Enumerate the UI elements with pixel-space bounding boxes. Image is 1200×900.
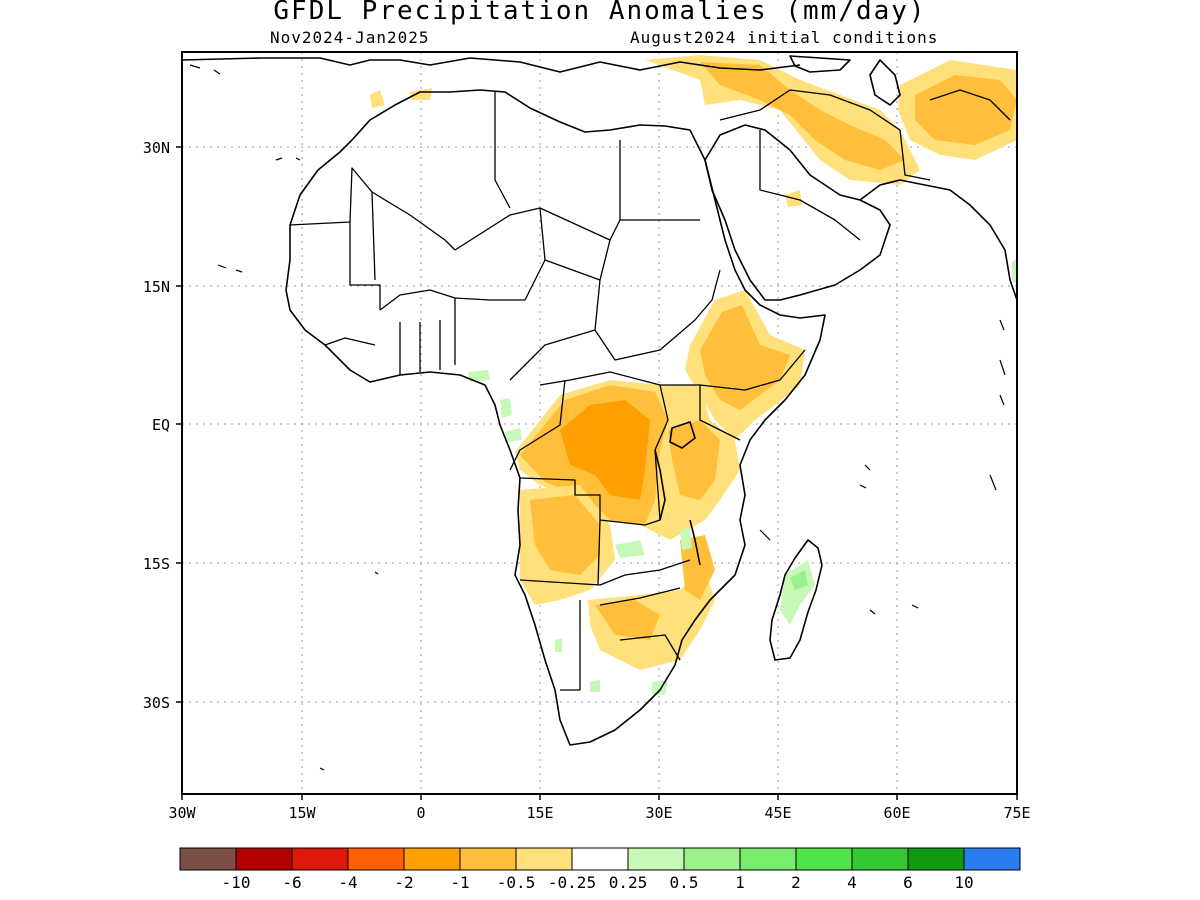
colorbar-swatch — [179, 847, 237, 871]
anomaly-eswatini-wet — [652, 680, 668, 695]
lon-label-45e: 45E — [764, 804, 791, 822]
anomaly-gabon-wet — [500, 398, 512, 418]
colorbar-swatch — [739, 847, 797, 871]
colorbar-label: -2 — [394, 873, 413, 892]
madagascar-coastline — [769, 539, 823, 661]
initial-conditions: August2024 initial conditions — [630, 28, 939, 47]
mediterranean-north-coast — [182, 57, 801, 73]
anomaly-east-lakes-moderate — [668, 420, 720, 500]
anomaly-central-africa-strong — [560, 400, 650, 500]
colorbar-swatch — [235, 847, 293, 871]
anomaly-zambia-wet — [615, 540, 645, 558]
lon-label-15w: 15W — [288, 804, 316, 822]
africa-coastline — [285, 89, 826, 746]
colorbar-label: 10 — [954, 873, 973, 892]
colorbar-swatch — [683, 847, 741, 871]
colorbar-label: 0.5 — [670, 873, 699, 892]
anomaly-india-wet — [1012, 258, 1017, 285]
lon-label-0: 0 — [416, 804, 425, 822]
colorbar-swatch — [515, 847, 573, 871]
anomaly-fields — [370, 55, 1017, 695]
arabia-coastline — [704, 124, 891, 301]
map-frame — [181, 51, 1018, 795]
lon-label-15e: 15E — [526, 804, 553, 822]
colorbar-swatch — [851, 847, 909, 871]
anomaly-madagascar-wet-moderate — [790, 570, 808, 590]
anomaly-afghanistan-moderate — [915, 75, 1017, 145]
anomaly-gulf-guinea-wet — [468, 370, 490, 382]
colorbar-swatch — [459, 847, 517, 871]
lake-victoria — [669, 421, 696, 449]
anomaly-south-africa-wet — [590, 680, 600, 692]
anomaly-angola-moderate — [530, 495, 600, 575]
south-asia-coastline — [859, 179, 1017, 301]
lon-label-60e: 60E — [883, 804, 910, 822]
anomaly-middle-east-moderate — [700, 62, 905, 170]
anomaly-morocco-weak — [370, 90, 385, 108]
lat-label-30s: 30S — [143, 694, 170, 712]
anomaly-namibia-wet — [555, 638, 562, 652]
colorbar-label: -4 — [338, 873, 357, 892]
colorbar-swatch — [347, 847, 405, 871]
longitude-labels: 30W 15W 0 15E 30E 45E 60E 75E — [168, 804, 1030, 822]
lake-malawi — [689, 519, 701, 566]
colorbar-label: -0.25 — [548, 873, 596, 892]
tick-marks — [176, 146, 1018, 800]
lon-label-30w: 30W — [168, 804, 196, 822]
anomaly-south-moderate — [595, 600, 660, 640]
colorbar-label: -6 — [282, 873, 301, 892]
lon-label-30e: 30E — [645, 804, 672, 822]
colorbar-label: 1 — [735, 873, 745, 892]
lat-label-eq: EQ — [152, 416, 170, 434]
latitude-labels: 30N 15N EQ 15S 30S — [143, 139, 170, 712]
colorbar-swatch — [571, 847, 629, 871]
coastlines — [182, 55, 1017, 746]
colorbar-label: 0.25 — [609, 873, 648, 892]
islands — [189, 64, 1006, 771]
colorbar: -10 -6 -4 -2 -1 -0.5 -0.25 0.25 0.5 1 2 4 6 10 — [179, 847, 1021, 892]
lat-label-15s: 15S — [143, 555, 170, 573]
colorbar-label: 2 — [791, 873, 801, 892]
anomaly-mozambique-moderate — [680, 535, 715, 600]
anomaly-algeria-weak — [410, 88, 432, 100]
caspian-coastline — [869, 59, 901, 106]
colorbar-swatch — [627, 847, 685, 871]
colorbar-label: -10 — [222, 873, 251, 892]
lon-label-75e: 75E — [1003, 804, 1030, 822]
black-sea-coastline — [789, 55, 851, 73]
country-borders — [289, 89, 1011, 691]
colorbar-swatch — [963, 847, 1021, 871]
colorbar-swatch — [795, 847, 853, 871]
colorbar-label: 4 — [847, 873, 857, 892]
colorbar-label: 6 — [903, 873, 913, 892]
lake-tanganyika — [654, 449, 666, 521]
anomaly-madagascar-wet — [780, 560, 815, 625]
colorbar-label: -1 — [450, 873, 469, 892]
colorbar-swatch — [907, 847, 965, 871]
anomaly-malawi-wet — [680, 528, 692, 550]
colorbar-swatch — [291, 847, 349, 871]
map-title: GFDL Precipitation Anomalies (mm/day) — [273, 0, 927, 26]
lat-label-15n: 15N — [143, 278, 170, 296]
colorbar-swatch — [403, 847, 461, 871]
colorbar-label: -0.5 — [497, 873, 536, 892]
anomaly-congo-coast-wet — [505, 428, 522, 442]
forecast-period: Nov2024-Jan2025 — [270, 28, 430, 47]
lat-label-30n: 30N — [143, 139, 170, 157]
